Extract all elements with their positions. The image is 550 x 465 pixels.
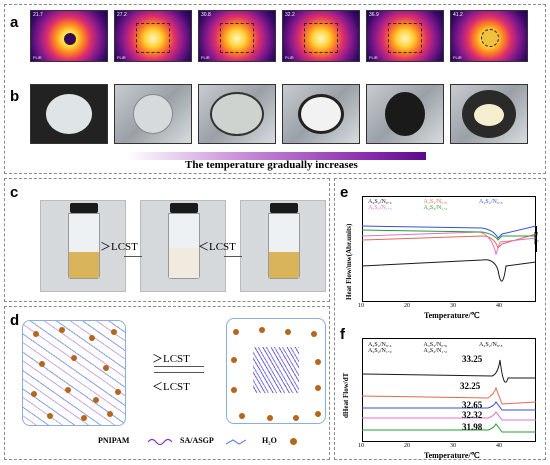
f-curves bbox=[362, 359, 536, 433]
temperature-gradient-bar bbox=[126, 152, 426, 160]
legend-pnipam-mark bbox=[148, 438, 172, 446]
e-legend-4: A₂S₂/N₁.₀ bbox=[368, 205, 392, 211]
e-xtick-30: 30 bbox=[450, 303, 456, 309]
thermal-image-4: 32.2 FLIR bbox=[282, 10, 360, 62]
f-legend-1: A₂S₂/N₀.₄ bbox=[368, 342, 392, 348]
e-curve-5 bbox=[362, 229, 536, 241]
f-ylabel: dHeat Flow/dT bbox=[342, 372, 350, 418]
e-legend-2: A₂S₂/N₀.₆ bbox=[423, 199, 448, 205]
e-xtick-40: 40 bbox=[496, 303, 502, 309]
arrow-label-lt-lcst: ＜LCST bbox=[198, 241, 236, 253]
sample-photo-2 bbox=[114, 84, 192, 144]
vial-1 bbox=[66, 203, 102, 279]
temperature-caption: The temperature gradually increases bbox=[185, 159, 358, 171]
network-expanded-box bbox=[22, 320, 126, 426]
panel-label-a: a bbox=[10, 14, 19, 31]
sample-photo-5 bbox=[366, 84, 444, 144]
panel-ef-frame bbox=[334, 178, 546, 460]
arrow-label-gt-lcst: ＞LCST bbox=[100, 241, 138, 253]
thermal-image-3: 30.8 FLIR bbox=[198, 10, 276, 62]
f-curve-1 bbox=[362, 359, 536, 383]
thermal-image-6: 41.2 FLIR bbox=[450, 10, 528, 62]
legend-sa-mark bbox=[226, 439, 246, 445]
sample-photo-4 bbox=[282, 84, 360, 144]
e-legend-1: A₂S₂/N₀.₄ bbox=[368, 199, 392, 205]
e-curves bbox=[362, 225, 536, 282]
panel-d-frame bbox=[4, 306, 330, 460]
arrow-c-1 bbox=[124, 256, 142, 257]
f-curve-4 bbox=[362, 411, 536, 421]
e-ylabel: Heat Flow/mw(Abr.units) bbox=[345, 223, 353, 300]
panel-c-frame bbox=[4, 178, 330, 302]
legend-pnipam: PNIPAM bbox=[98, 436, 130, 445]
f-peak-4: 32.32 bbox=[462, 410, 483, 420]
f-xtick-30: 30 bbox=[450, 443, 456, 449]
e-curve-4 bbox=[362, 231, 536, 256]
arrow-d-2 bbox=[154, 372, 204, 373]
e-legend-3: A₂S₂/N₀.₈ bbox=[479, 199, 503, 205]
thermal-image-2: 27.2 FLIR bbox=[114, 10, 192, 62]
endo-label: Endo bbox=[532, 232, 538, 245]
d-label-lt-lcst: ＜LCST bbox=[152, 381, 190, 393]
f-legend-2: A₂S₂/N₀.₆ bbox=[423, 342, 448, 348]
panel-label-d: d bbox=[10, 312, 20, 329]
thermal-image-1: 21.7 FLIR bbox=[30, 10, 108, 62]
f-xtick-40: 40 bbox=[496, 443, 502, 449]
sample-photo-3 bbox=[198, 84, 276, 144]
f-curve-2 bbox=[362, 386, 536, 405]
e-legend-5: A₂S₂/N₁.₂ bbox=[423, 205, 448, 211]
e-xlabel: Temperature/℃ bbox=[424, 311, 480, 320]
endo-arrow bbox=[536, 226, 537, 252]
panel-label-f: f bbox=[340, 326, 345, 343]
water-dots bbox=[31, 327, 321, 421]
panel-label-e: e bbox=[340, 184, 349, 201]
f-xtick-10: 10 bbox=[358, 443, 364, 449]
vial-3 bbox=[266, 203, 302, 279]
f-plot-area bbox=[362, 338, 536, 442]
e-xtick-10: 10 bbox=[358, 303, 364, 309]
f-curve-3 bbox=[362, 401, 536, 411]
sample-photo-6 bbox=[450, 84, 528, 144]
legend-h2o: H₂O bbox=[262, 436, 277, 445]
vial-2 bbox=[166, 203, 202, 279]
f-curve-5 bbox=[362, 423, 536, 433]
panel-label-c: c bbox=[10, 184, 19, 201]
e-curve-3 bbox=[362, 225, 536, 239]
f-legend-4: A₂S₂/N₁.₀ bbox=[368, 348, 392, 354]
e-plot-area bbox=[362, 196, 536, 302]
d-label-gt-lcst: ＞LCST bbox=[152, 353, 190, 365]
panel-label-b: b bbox=[10, 88, 20, 105]
arrow-d-1 bbox=[154, 366, 204, 367]
thermal-image-5: 36.9 FLIR bbox=[366, 10, 444, 62]
f-peak-5: 31.98 bbox=[462, 422, 483, 432]
e-legend: A₂S₂/N₀.₄ A₂S₂/N₀.₆ A₂S₂/N₀.₈ A₂S₂/N₁.₀ … bbox=[368, 199, 534, 211]
legend-h2o-dot bbox=[290, 438, 297, 445]
f-legend: A₂S₂/N₀.₄ A₂S₂/N₀.₆ A₂S₂/N₀.₈ A₂S₂/N₁.₀ … bbox=[368, 342, 534, 354]
legend-sa-asgp: SA/ASGP bbox=[180, 436, 214, 445]
sample-photo-1 bbox=[30, 84, 108, 144]
panel-ab-frame bbox=[4, 4, 546, 174]
f-xtick-20: 20 bbox=[404, 443, 410, 449]
f-peak-1: 33.25 bbox=[462, 354, 483, 364]
arrow-c-2 bbox=[224, 256, 242, 257]
network-collapsed-box bbox=[226, 318, 326, 424]
f-peak-2: 32.25 bbox=[460, 381, 481, 391]
e-xtick-20: 20 bbox=[404, 303, 410, 309]
f-legend-3: A₂S₂/N₀.₈ bbox=[479, 342, 503, 348]
f-legend-5: A₂S₂/N₁.₂ bbox=[423, 348, 448, 354]
e-curve-1 bbox=[362, 259, 536, 282]
f-xlabel: Temperature/℃ bbox=[424, 451, 480, 460]
f-peak-3: 32.65 bbox=[462, 400, 483, 410]
